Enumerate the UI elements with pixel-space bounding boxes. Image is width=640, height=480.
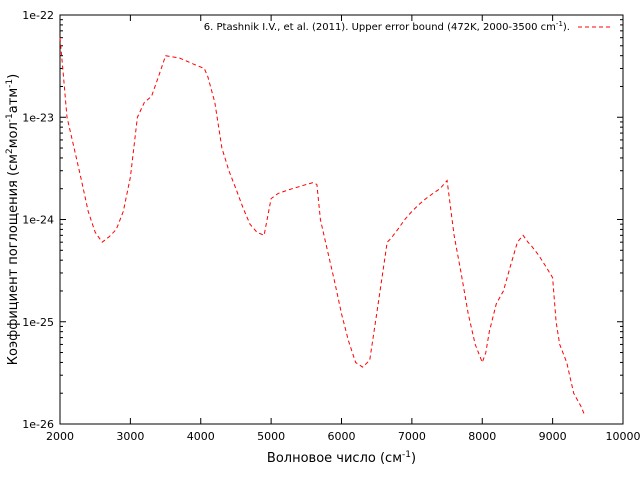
x-tick-label: 9000 (539, 430, 567, 443)
x-axis-title: Волновое число (см-1) (267, 450, 416, 466)
x-tick-label: 7000 (398, 430, 426, 443)
y-axis-title: Коэффициент поглощения (см2мол-1атм-1) (5, 74, 21, 365)
legend-label: 6. Ptashnik I.V., et al. (2011). Upper e… (204, 20, 570, 33)
ticks: 2000 3000 4000 5000 6000 7000 8000 9000 10000 1e-… (22, 9, 640, 443)
y-tick-label: 1e-24 (22, 214, 54, 227)
series-line (59, 37, 586, 417)
y-tick-label: 1e-26 (22, 418, 54, 431)
x-tick-label: 6000 (328, 430, 356, 443)
plot-frame (59, 14, 624, 425)
x-tick-label: 10000 (606, 430, 640, 443)
legend: 6. Ptashnik I.V., et al. (2011). Upper e… (204, 20, 611, 33)
x-tick-label: 8000 (468, 430, 496, 443)
series-layer (59, 37, 586, 417)
y-tick-label: 1e-25 (22, 316, 54, 329)
x-tick-label: 3000 (116, 430, 144, 443)
x-tick-label: 2000 (46, 430, 74, 443)
y-tick-label: 1e-23 (22, 111, 54, 124)
x-tick-label: 5000 (257, 430, 285, 443)
y-tick-label: 1e-22 (22, 9, 54, 22)
x-tick-label: 4000 (187, 430, 215, 443)
